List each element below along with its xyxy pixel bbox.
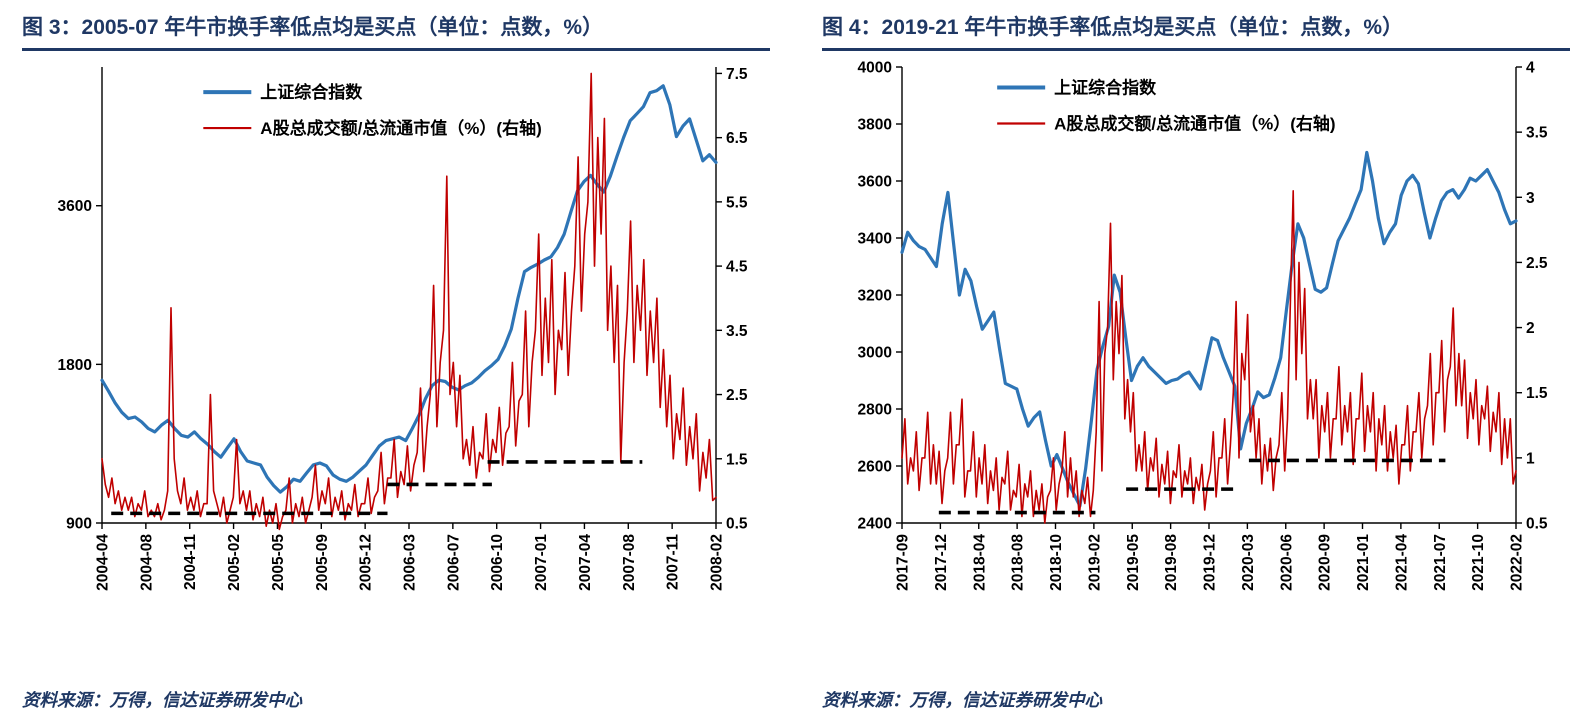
right-axis-label: 1 xyxy=(1526,451,1535,468)
left-axis-label: 2600 xyxy=(858,459,892,476)
x-axis-label: 2007-01 xyxy=(533,534,550,591)
x-axis-label: 2018-10 xyxy=(1048,534,1065,591)
legend-label: A股总成交额/总流通市值（%）(右轴) xyxy=(1054,114,1335,134)
x-axis-label: 2004-04 xyxy=(95,534,112,591)
sse-index-line xyxy=(100,84,718,494)
x-axis-label: 2007-08 xyxy=(621,534,638,591)
left-axis-label: 2800 xyxy=(858,402,892,419)
x-axis-label: 2021-10 xyxy=(1470,534,1487,591)
left-axis-label: 1800 xyxy=(58,357,92,374)
x-axis-label: 2019-08 xyxy=(1163,534,1180,591)
x-axis-label: 2017-12 xyxy=(933,534,950,591)
sse-index-line xyxy=(900,151,1518,508)
figure-3-panel: 图 3：2005-07 年牛市换手率低点均是买点（单位：点数，%） 3600 18… xyxy=(22,12,770,712)
right-axis-label: 1.5 xyxy=(1526,386,1548,403)
x-axis-label: 2018-04 xyxy=(971,534,988,591)
x-axis-label: 2005-02 xyxy=(226,534,243,591)
x-axis-label: 2005-05 xyxy=(270,534,287,591)
right-axis-label: 2.5 xyxy=(726,387,748,404)
right-axis-label: 3.5 xyxy=(726,323,748,340)
right-axis-label: 5.5 xyxy=(726,195,748,212)
right-axis-label: 4.5 xyxy=(726,259,748,276)
figure-4-title-rule xyxy=(822,48,1570,52)
legend-label: 上证综合指数 xyxy=(1054,78,1157,98)
x-axis-label: 2004-08 xyxy=(138,534,155,591)
left-axis-label: 3000 xyxy=(858,345,892,362)
right-axis-label: 1.5 xyxy=(726,452,748,469)
x-axis-label: 2021-07 xyxy=(1432,534,1449,591)
right-axis-label: 3.5 xyxy=(1526,125,1548,142)
figure-4-chart-canvas: 4000 3800 3600 3400 3200 3000 2800 2600 2400 4 3.5… xyxy=(858,60,1548,591)
right-axis-label: 2 xyxy=(1526,320,1535,337)
right-axis-label: 0.5 xyxy=(1526,516,1548,533)
legend-label: 上证综合指数 xyxy=(260,82,363,102)
figure-4-chart-area: 4000 3800 3600 3400 3200 3000 2800 2600 2400 4 3.5… xyxy=(822,57,1570,635)
x-axis-label: 2017-09 xyxy=(895,534,912,591)
x-axis-label: 2021-01 xyxy=(1355,534,1372,591)
x-axis-label: 2020-09 xyxy=(1317,534,1334,591)
right-axis-label: 7.5 xyxy=(726,66,748,83)
right-axis-label: 2.5 xyxy=(1526,255,1548,272)
figure-4-source-note: 资料来源：万得，信达证券研发中心 xyxy=(822,690,1102,710)
x-axis-label: 2004-11 xyxy=(182,534,199,590)
x-axis-label: 2020-03 xyxy=(1240,534,1257,591)
left-axis-label: 900 xyxy=(66,516,92,533)
x-axis-label: 2021-04 xyxy=(1393,534,1410,591)
figure-3-chart-area: 3600 1800 900 7.5 6.5 5.5 4.5 3.5 2.5 1.5 0.5 2004-… xyxy=(22,57,770,635)
left-axis-label: 3800 xyxy=(858,117,892,134)
figure-3-title: 图 3：2005-07 年牛市换手率低点均是买点（单位：点数，%） xyxy=(22,16,604,39)
x-axis-label: 2005-12 xyxy=(358,534,375,591)
figure-4-title: 图 4：2019-21 年牛市换手率低点均是买点（单位：点数，%） xyxy=(822,16,1404,39)
x-axis-label: 2022-02 xyxy=(1509,534,1526,591)
left-axis-label: 3200 xyxy=(858,288,892,305)
left-axis-label: 3600 xyxy=(58,199,92,216)
figure-3-title-rule xyxy=(22,48,770,52)
figure-3-chart-canvas: 3600 1800 900 7.5 6.5 5.5 4.5 3.5 2.5 1.5 0.5 2004-… xyxy=(58,66,748,591)
left-axis-label: 4000 xyxy=(858,60,892,77)
right-axis-label: 3 xyxy=(1526,190,1535,207)
legend-label: A股总成交额/总流通市值（%）(右轴) xyxy=(260,118,541,138)
x-axis-label: 2018-08 xyxy=(1010,534,1027,591)
left-axis-label: 3400 xyxy=(858,231,892,248)
figure-4-panel: 图 4：2019-21 年牛市换手率低点均是买点（单位：点数，%） 4000 38… xyxy=(822,12,1570,712)
left-axis-label: 3600 xyxy=(858,174,892,191)
right-axis-label: 6.5 xyxy=(726,130,748,147)
x-axis-label: 2019-05 xyxy=(1125,534,1142,591)
x-axis-label: 2019-12 xyxy=(1202,534,1219,591)
x-axis-label: 2019-02 xyxy=(1086,534,1103,591)
x-axis-label: 2007-04 xyxy=(577,534,594,591)
right-axis-label: 0.5 xyxy=(726,516,748,533)
x-axis-label: 2006-10 xyxy=(489,534,506,591)
x-axis-label: 2006-03 xyxy=(402,534,419,591)
turnover-line xyxy=(901,190,1517,525)
figure-3-source-note: 资料来源：万得，信达证券研发中心 xyxy=(22,690,302,710)
right-axis-label: 4 xyxy=(1526,60,1535,77)
x-axis-label: 2005-09 xyxy=(314,534,331,591)
x-axis-label: 2020-06 xyxy=(1278,534,1295,591)
left-axis-label: 2400 xyxy=(858,516,892,533)
x-axis-label: 2007-11 xyxy=(665,534,682,590)
turnover-line xyxy=(101,72,717,531)
x-axis-label: 2008-02 xyxy=(709,534,726,591)
x-axis-label: 2006-07 xyxy=(445,534,462,591)
